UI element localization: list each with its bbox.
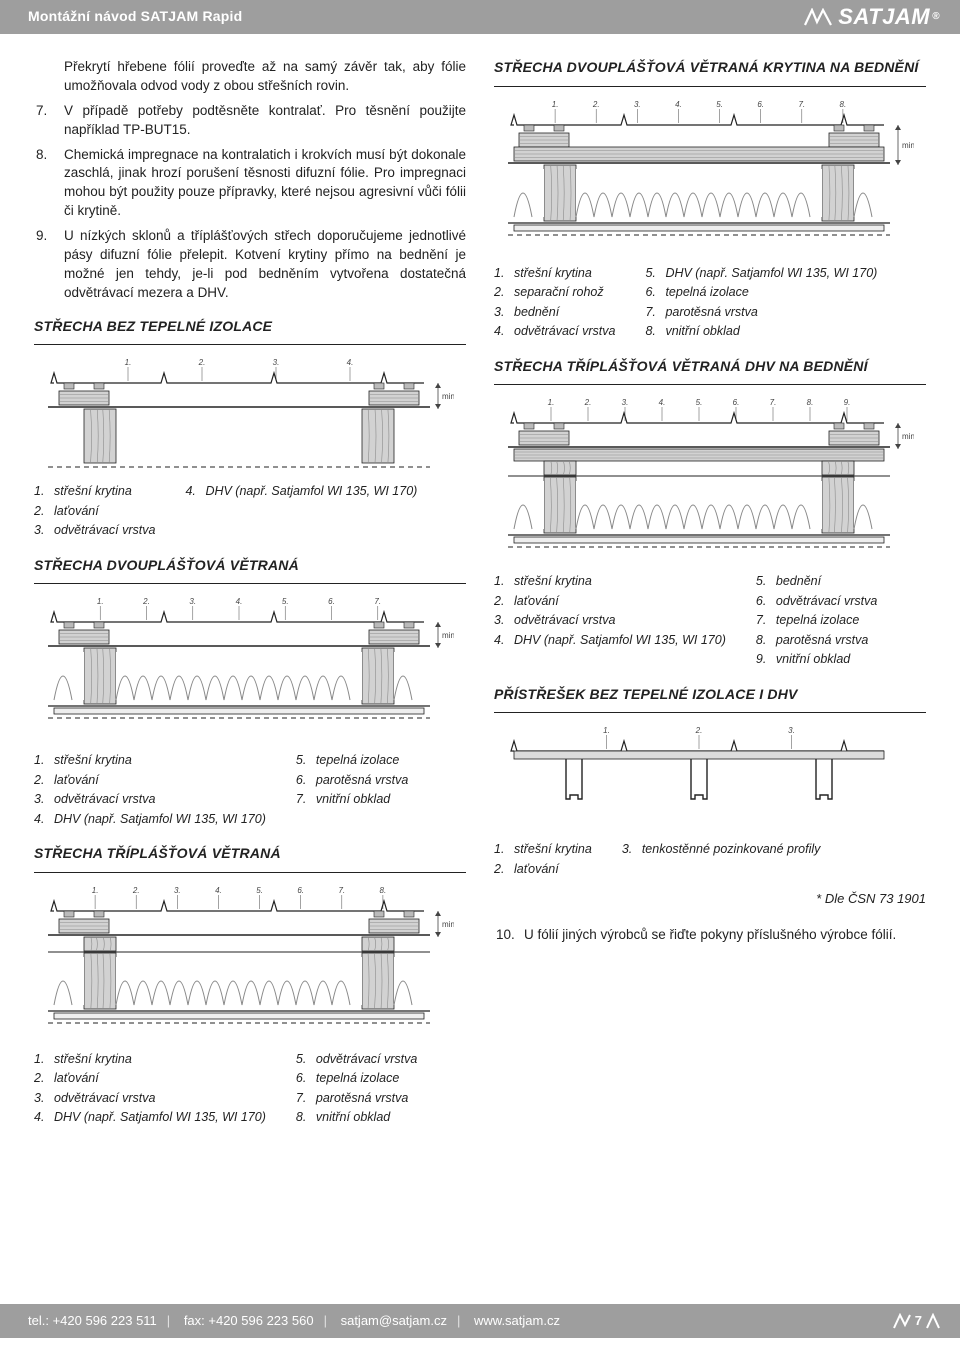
legend-b: 1.střešní krytina 2.laťování 3.odvětráva… [34, 752, 466, 830]
svg-text:7.: 7. [798, 100, 805, 109]
svg-text:4.: 4. [236, 597, 243, 606]
svg-text:6.: 6. [733, 398, 740, 407]
svg-text:min. 40*: min. 40* [442, 920, 454, 929]
svg-text:8.: 8. [380, 886, 387, 895]
svg-text:6.: 6. [757, 100, 764, 109]
svg-text:9.: 9. [844, 398, 851, 407]
svg-text:4.: 4. [675, 100, 682, 109]
svg-text:5.: 5. [716, 100, 723, 109]
legend-col: 1.střešní krytina 2.laťování 3.odvětráva… [34, 1051, 266, 1129]
col-left: Překrytí hřebene fólií proveďte až na sa… [34, 58, 466, 1284]
legend-a: 1.střešní krytina 2.laťování 3.odvětráva… [34, 483, 466, 542]
legend-col: 1.střešní krytina 2.laťování 3.odvětráva… [34, 752, 266, 830]
diagram-a: 1. 2. 3. 4. min. 40* [34, 355, 466, 475]
footer-bar: tel.: +420 596 223 511| fax: +420 596 22… [0, 1304, 960, 1338]
svg-text:1.: 1. [97, 597, 104, 606]
section-title-c: STŘECHA TŘÍPLÁŠŤOVÁ VĚTRANÁ [34, 844, 466, 864]
svg-text:2.: 2. [592, 100, 600, 109]
svg-text:7.: 7. [770, 398, 777, 407]
svg-text:min. 40*: min. 40* [902, 141, 914, 150]
svg-text:min. 40*: min. 40* [442, 631, 454, 640]
rule [494, 86, 926, 87]
svg-text:6.: 6. [328, 597, 335, 606]
legend-col: 5.tepelná izolace 6.parotěsná vrstva 7.v… [296, 752, 408, 830]
page-body: Překrytí hřebene fólií proveďte až na sa… [0, 34, 960, 1304]
legend-e: 1.střešní krytina 2.laťování 3.odvětráva… [494, 573, 926, 671]
legend-c: 1.střešní krytina 2.laťování 3.odvětráva… [34, 1051, 466, 1129]
rule [34, 872, 466, 873]
svg-text:7.: 7. [374, 597, 381, 606]
svg-text:4.: 4. [347, 358, 354, 367]
legend-col: 1.střešní krytina 2.laťování 3.odvětráva… [34, 483, 155, 542]
section-title-a: STŘECHA BEZ TEPELNÉ IZOLACE [34, 317, 466, 337]
csn-note: * Dle ČSN 73 1901 [494, 890, 926, 908]
steps-list: Překrytí hřebene fólií proveďte až na sa… [34, 58, 466, 303]
legend-d: 1.střešní krytina 2.separační rohož 3.be… [494, 265, 926, 343]
step-10: 10. U fólií jiných výrobců se řiďte poky… [494, 926, 926, 945]
legend-col: 3.tenkostěnné pozinkované profily [622, 841, 821, 880]
legend-col: 5.bednění 6.odvětrávací vrstva 7.tepelná… [756, 573, 877, 671]
svg-text:5.: 5. [256, 886, 263, 895]
svg-text:5.: 5. [282, 597, 289, 606]
page-number: 7 [893, 1312, 940, 1330]
step-item: 8.Chemická impregnace na kontralatich i … [64, 146, 466, 222]
svg-text:3.: 3. [634, 100, 641, 109]
legend-col: 5.DHV (např. Satjamfol WI 135, WI 170) 6… [645, 265, 877, 343]
svg-text:6.: 6. [297, 886, 304, 895]
legend-col: 4.DHV (např. Satjamfol WI 135, WI 170) [185, 483, 417, 542]
brand-logo-icon [804, 8, 832, 26]
step-item: 9.U nízkých sklonů a tříplášťových střec… [64, 227, 466, 303]
diagram-b: 1. 2. 3. 4. 5. 6. 7. min. 40* [34, 594, 466, 744]
section-title-e: STŘECHA TŘÍPLÁŠŤOVÁ VĚTRANÁ DHV NA BEDNĚ… [494, 357, 926, 377]
svg-text:8.: 8. [807, 398, 814, 407]
svg-text:3.: 3. [273, 358, 280, 367]
svg-text:2.: 2. [198, 358, 206, 367]
svg-text:2.: 2. [142, 597, 150, 606]
svg-text:5.: 5. [696, 398, 703, 407]
step-item: 10. U fólií jiných výrobců se řiďte poky… [524, 926, 926, 945]
svg-text:2.: 2. [584, 398, 592, 407]
diagram-f: 1. 2. 3. [494, 723, 926, 833]
doc-title: Montážní návod SATJAM Rapid [28, 7, 242, 27]
svg-text:3.: 3. [189, 597, 196, 606]
rule [34, 583, 466, 584]
header-bar: Montážní návod SATJAM Rapid SATJAM ® [0, 0, 960, 34]
step-item: Překrytí hřebene fólií proveďte až na sa… [64, 58, 466, 96]
col-right: STŘECHA DVOUPLÁŠŤOVÁ VĚTRANÁ KRYTINA NA … [494, 58, 926, 1284]
legend-col: 1.střešní krytina 2.separační rohož 3.be… [494, 265, 615, 343]
rule [494, 384, 926, 385]
diagram-c: 1. 2. 3. 4. 5. 6. 7. 8. min. 40* [34, 883, 466, 1043]
svg-text:3.: 3. [174, 886, 181, 895]
svg-text:7.: 7. [338, 886, 345, 895]
svg-text:2.: 2. [132, 886, 140, 895]
svg-text:1.: 1. [125, 358, 132, 367]
svg-text:min. 40*: min. 40* [442, 392, 454, 401]
brand: SATJAM ® [804, 2, 940, 33]
svg-text:1.: 1. [92, 886, 99, 895]
section-title-d: STŘECHA DVOUPLÁŠŤOVÁ VĚTRANÁ KRYTINA NA … [494, 58, 926, 78]
legend-col: 1.střešní krytina 2.laťování [494, 841, 592, 880]
step-item: 7.V případě potřeby podtěsněte kontralať… [64, 102, 466, 140]
svg-text:1.: 1. [548, 398, 555, 407]
svg-text:2.: 2. [695, 726, 703, 735]
svg-text:8.: 8. [840, 100, 847, 109]
section-title-b: STŘECHA DVOUPLÁŠŤOVÁ VĚTRANÁ [34, 556, 466, 576]
footer-contacts: tel.: +420 596 223 511| fax: +420 596 22… [28, 1312, 560, 1330]
legend-col: 5.odvětrávací vrstva 6.tepelná izolace 7… [296, 1051, 417, 1129]
svg-text:4.: 4. [659, 398, 666, 407]
legend-f: 1.střešní krytina 2.laťování 3.tenkostěn… [494, 841, 926, 880]
svg-text:1.: 1. [603, 726, 610, 735]
diagram-d: 1. 2. 3. 4. 5. 6. 7. 8. min. 40* [494, 97, 926, 257]
rule [34, 344, 466, 345]
rule [494, 712, 926, 713]
svg-text:min. 40*: min. 40* [902, 432, 914, 441]
section-title-f: PŘÍSTŘEŠEK BEZ TEPELNÉ IZOLACE I DHV [494, 685, 926, 705]
svg-text:4.: 4. [215, 886, 222, 895]
svg-text:1.: 1. [552, 100, 559, 109]
svg-text:3.: 3. [788, 726, 795, 735]
diagram-e: 1. 2. 3. 4. 5. 6. 7. 8. 9. min. 40* [494, 395, 926, 565]
legend-col: 1.střešní krytina 2.laťování 3.odvětráva… [494, 573, 726, 671]
svg-text:3.: 3. [622, 398, 629, 407]
